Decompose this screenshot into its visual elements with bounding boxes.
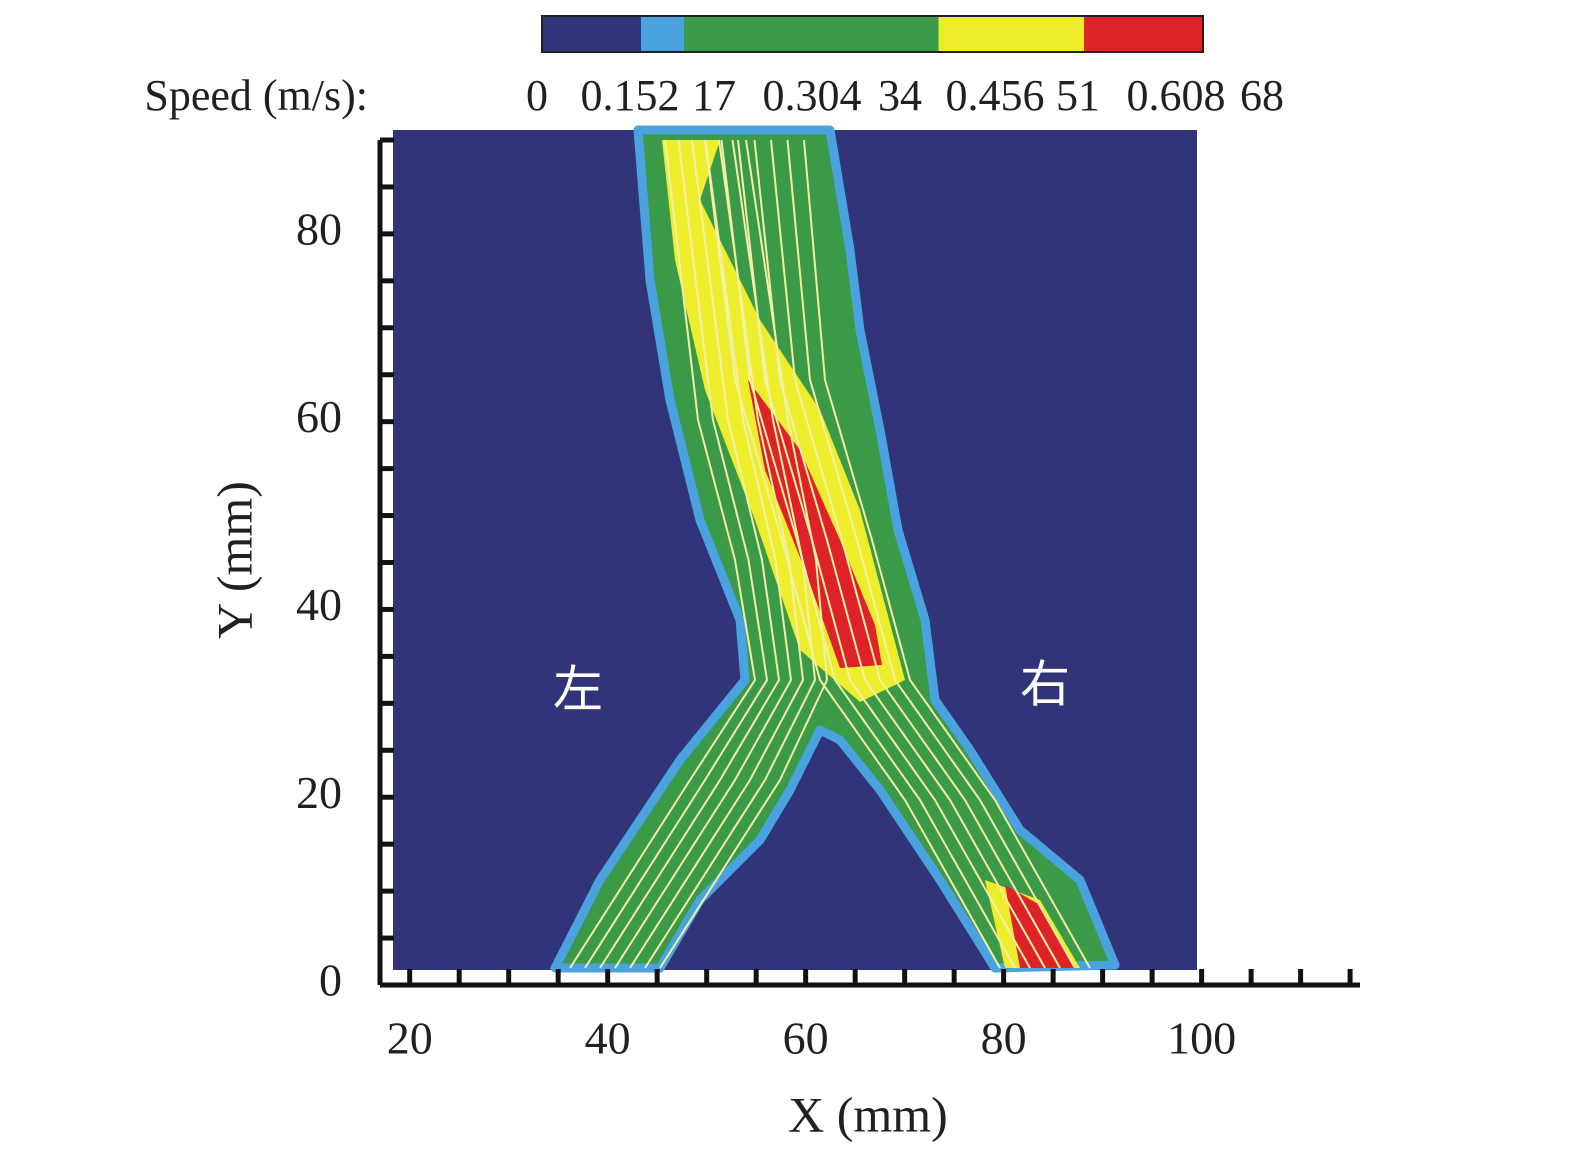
colorbar-tick-label: 0.152 — [581, 71, 680, 120]
streamline — [659, 139, 829, 969]
annotation: 右 — [1020, 656, 1070, 712]
colorbar-tick-label: 0 — [526, 71, 548, 120]
x-axis-label: X (mm) — [788, 1086, 948, 1142]
colorbar-tick-label: 0.304 — [763, 71, 862, 120]
y-tick-label: 0 — [319, 955, 342, 1006]
flow-field — [393, 125, 1197, 973]
streamline — [720, 139, 1016, 969]
streamline — [584, 139, 769, 969]
colorbar-tick-label: 0.608 — [1127, 71, 1226, 120]
colorbar-tick-label: 51 — [1056, 71, 1100, 120]
streamline — [644, 139, 817, 969]
x-tick-label: 100 — [1167, 1013, 1236, 1064]
streamline — [704, 139, 1001, 969]
streamline — [569, 139, 757, 969]
peak-region — [748, 380, 882, 668]
x-tick-label: 80 — [981, 1013, 1027, 1064]
x-tick-label: 20 — [387, 1013, 433, 1064]
streamline — [599, 139, 781, 969]
colorbar-tick-label: 68 — [1240, 71, 1284, 120]
streamline — [629, 139, 805, 969]
colorbar-tick-label: 34 — [878, 71, 922, 120]
y-tick-label: 40 — [296, 579, 342, 630]
y-tick-label: 80 — [296, 203, 342, 254]
streamline — [803, 139, 1091, 969]
streamline — [786, 139, 1076, 969]
x-tick-label: 60 — [783, 1013, 829, 1064]
colorbar — [541, 15, 1204, 53]
colorbar-tick-label: 17 — [692, 71, 736, 120]
y-tick-label: 60 — [296, 391, 342, 442]
annotation: 左 — [553, 661, 603, 717]
peak-region — [1005, 885, 1075, 968]
colorbar-tick-label: 0.456 — [946, 71, 1045, 120]
y-tick-label: 20 — [296, 767, 342, 818]
streamline — [770, 139, 1061, 969]
x-tick-label: 40 — [585, 1013, 631, 1064]
streamlines — [569, 139, 1091, 969]
streamline — [614, 139, 793, 969]
y-axis-label: Y (mm) — [206, 481, 262, 639]
colorbar-label: Speed (m/s): — [144, 71, 368, 120]
